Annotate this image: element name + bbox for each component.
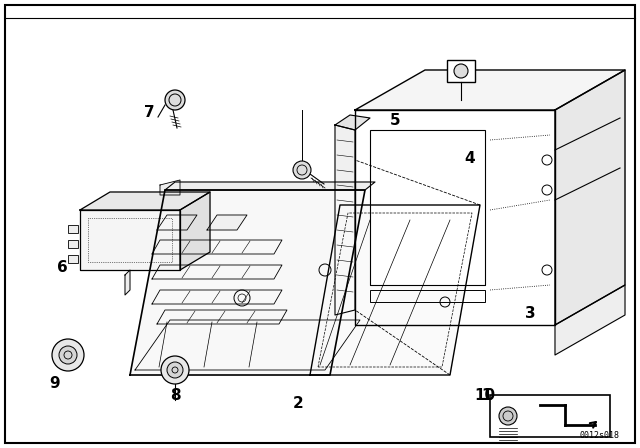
Bar [68,225,78,233]
Polygon shape [555,285,625,355]
Circle shape [52,339,84,371]
Text: 6: 6 [56,260,67,275]
Polygon shape [157,215,197,230]
Text: 10: 10 [474,388,495,403]
Polygon shape [165,182,375,190]
Text: 2: 2 [292,396,303,411]
Circle shape [161,356,189,384]
Circle shape [167,362,183,378]
Polygon shape [335,125,355,315]
Bar [370,290,485,302]
Text: 4: 4 [465,151,476,166]
Polygon shape [555,70,625,325]
Polygon shape [207,215,247,230]
Text: 1: 1 [482,388,492,403]
Polygon shape [160,180,180,195]
Bar [490,395,610,437]
Polygon shape [80,192,210,210]
Polygon shape [310,205,480,375]
Polygon shape [335,115,370,130]
Polygon shape [125,270,130,295]
Text: 8: 8 [170,388,180,403]
Text: 3: 3 [525,306,535,321]
Bar [370,130,485,285]
Text: 7: 7 [145,105,155,120]
Circle shape [293,161,311,179]
Text: 9: 9 [50,376,60,391]
Bar [68,255,78,263]
Circle shape [165,90,185,110]
Polygon shape [80,210,180,270]
Text: 0012s018: 0012s018 [580,431,620,440]
Polygon shape [180,192,210,270]
Circle shape [499,407,517,425]
Circle shape [59,346,77,364]
Polygon shape [355,70,625,110]
Bar [68,240,78,248]
Text: 5: 5 [390,113,400,128]
Bar [447,60,475,82]
Circle shape [454,64,468,78]
Polygon shape [130,190,365,375]
Polygon shape [355,110,555,325]
